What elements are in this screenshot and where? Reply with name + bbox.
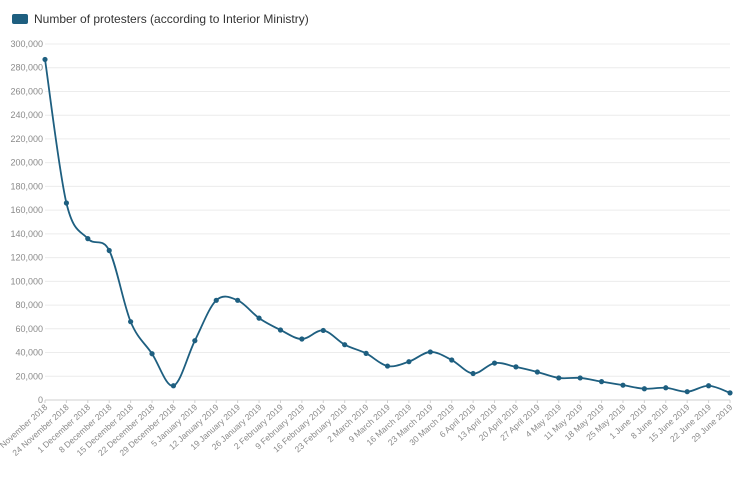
data-point[interactable] xyxy=(149,351,155,357)
data-point[interactable] xyxy=(256,315,262,321)
data-point[interactable] xyxy=(299,336,305,342)
data-point[interactable] xyxy=(620,382,626,388)
y-tick-label: 60,000 xyxy=(15,324,43,334)
data-point[interactable] xyxy=(85,236,91,242)
data-point[interactable] xyxy=(598,379,605,385)
y-tick-label: 100,000 xyxy=(10,276,43,286)
data-point[interactable] xyxy=(663,385,669,391)
data-point[interactable] xyxy=(727,390,733,396)
data-point[interactable] xyxy=(534,369,540,375)
y-tick-label: 280,000 xyxy=(10,63,43,73)
data-point[interactable] xyxy=(320,327,326,334)
y-tick-label: 40,000 xyxy=(15,348,43,358)
legend-swatch xyxy=(12,14,28,24)
data-point[interactable] xyxy=(470,370,476,377)
data-point[interactable] xyxy=(384,363,391,369)
legend-label: Number of protesters (according to Inter… xyxy=(34,12,309,26)
data-point[interactable] xyxy=(235,297,241,303)
data-point[interactable] xyxy=(684,389,690,395)
y-tick-label: 300,000 xyxy=(10,39,43,49)
data-point[interactable] xyxy=(556,375,562,381)
data-point[interactable] xyxy=(449,357,455,363)
data-point[interactable] xyxy=(641,386,647,392)
y-tick-label: 200,000 xyxy=(10,158,43,168)
data-point[interactable] xyxy=(705,383,712,389)
data-point[interactable] xyxy=(42,56,48,63)
data-point[interactable] xyxy=(342,342,348,348)
y-tick-label: 0 xyxy=(38,395,43,405)
y-tick-label: 180,000 xyxy=(10,181,43,191)
data-point[interactable] xyxy=(577,375,583,381)
data-point[interactable] xyxy=(213,297,219,303)
data-point[interactable] xyxy=(363,350,369,356)
data-point[interactable] xyxy=(513,364,519,370)
y-tick-label: 260,000 xyxy=(10,86,43,96)
y-tick-label: 140,000 xyxy=(10,229,43,239)
data-point[interactable] xyxy=(427,349,433,355)
data-point[interactable] xyxy=(491,360,498,366)
data-point[interactable] xyxy=(277,327,284,333)
data-point[interactable] xyxy=(170,383,177,389)
data-point[interactable] xyxy=(192,338,198,344)
y-tick-label: 160,000 xyxy=(10,205,43,215)
data-point[interactable] xyxy=(63,200,70,206)
y-tick-label: 120,000 xyxy=(10,253,43,263)
data-point[interactable] xyxy=(128,319,134,325)
data-point[interactable] xyxy=(406,359,412,365)
series-line xyxy=(44,59,731,394)
y-tick-label: 240,000 xyxy=(10,110,43,120)
data-point[interactable] xyxy=(106,247,112,254)
legend[interactable]: Number of protesters (according to Inter… xyxy=(12,12,309,26)
y-tick-label: 220,000 xyxy=(10,134,43,144)
y-tick-label: 20,000 xyxy=(15,371,43,381)
y-tick-label: 80,000 xyxy=(15,300,43,310)
